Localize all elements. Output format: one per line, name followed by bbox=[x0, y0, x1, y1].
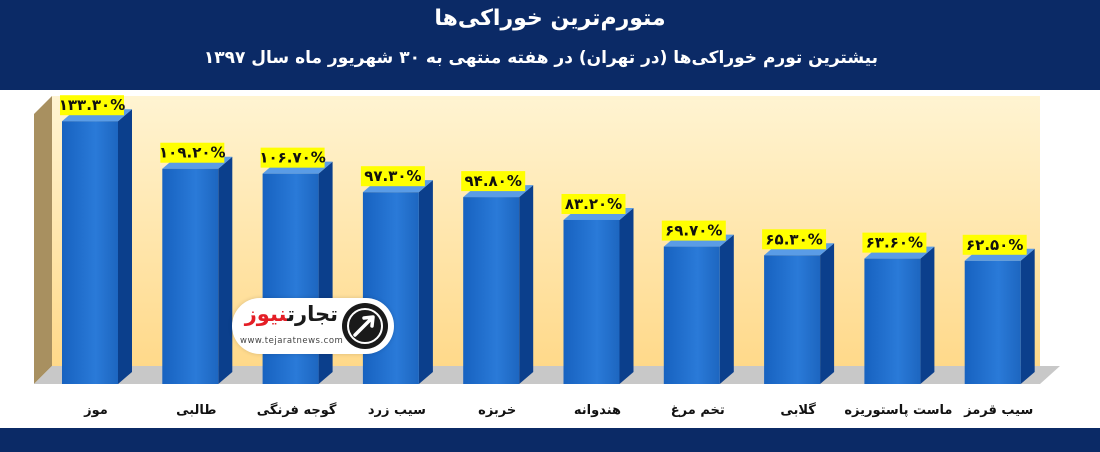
data-label-bg bbox=[60, 95, 124, 116]
bar-side bbox=[820, 243, 835, 384]
data-label-bg bbox=[260, 147, 325, 168]
bar bbox=[663, 246, 720, 384]
logo-url: www.tejaratnews.com bbox=[240, 336, 344, 346]
bar bbox=[62, 121, 118, 385]
data-label: ۱۰۹.۲۰% bbox=[159, 144, 226, 162]
footer-bar bbox=[0, 428, 1100, 452]
logo-wordmark: تجارتنیوز bbox=[244, 302, 338, 326]
bar-side bbox=[1020, 248, 1035, 384]
chart-side-wall bbox=[34, 96, 52, 384]
bar bbox=[362, 192, 419, 384]
data-label-bg bbox=[360, 166, 425, 187]
category-label: ماست پاستوریزه bbox=[844, 403, 952, 418]
data-label-bg bbox=[461, 171, 526, 192]
bar bbox=[463, 197, 520, 384]
bar bbox=[964, 260, 1021, 384]
category-label: تخم مرغ bbox=[671, 403, 725, 418]
data-label-bg bbox=[561, 193, 626, 214]
data-label-bg bbox=[160, 142, 225, 163]
category-label: خربزه bbox=[478, 403, 516, 418]
bar bbox=[162, 168, 219, 384]
bar bbox=[764, 255, 821, 384]
category-label: هندوانه bbox=[574, 403, 621, 418]
data-label-bg bbox=[762, 229, 827, 250]
bar bbox=[864, 258, 921, 384]
category-label: گوجه فرنگی bbox=[257, 402, 337, 418]
tejarat-news-logo: تجارتنیوز www.tejaratnews.com bbox=[232, 298, 394, 354]
bar-chart: ۱۳۳.۳۰% موز ۱۰۹.۲۰% طالبی ۱۰۶.۷۰% گوجه فرنگی ۹… bbox=[34, 95, 1060, 418]
data-label: ۶۵.۳۰% bbox=[765, 230, 822, 248]
category-label: سیب زرد bbox=[368, 403, 426, 418]
data-label: ۹۷.۳۰% bbox=[364, 167, 421, 185]
data-label: ۶۹.۷۰% bbox=[665, 222, 722, 240]
data-label: ۱۳۳.۳۰% bbox=[59, 96, 126, 114]
bar-side bbox=[920, 246, 935, 384]
bar-side bbox=[218, 156, 233, 384]
category-label: گلابی bbox=[780, 402, 816, 418]
logo-emblem bbox=[342, 303, 388, 349]
data-label: ۶۲.۵۰% bbox=[966, 236, 1023, 254]
bar-side bbox=[118, 109, 132, 385]
data-label-bg bbox=[962, 234, 1027, 255]
chart-subtitle: بیشترین تورم خوراکی‌ها (در تهران) در هفت… bbox=[203, 48, 878, 68]
category-label: سیب قرمز bbox=[963, 403, 1033, 418]
chart-header: متورم‌ترین خوراکی‌ها بیشترین تورم خوراکی… bbox=[0, 0, 1100, 90]
data-label: ۹۴.۸۰% bbox=[465, 172, 522, 190]
bar-side bbox=[719, 234, 734, 384]
bar bbox=[563, 219, 620, 384]
data-label: ۶۳.۶۰% bbox=[866, 234, 923, 252]
data-label-bg bbox=[661, 220, 726, 241]
data-label: ۱۰۶.۷۰% bbox=[259, 149, 326, 167]
chart-title: متورم‌ترین خوراکی‌ها bbox=[434, 6, 666, 31]
bar-side bbox=[418, 180, 433, 384]
data-label-bg bbox=[862, 232, 927, 253]
bar-side bbox=[619, 207, 634, 384]
data-label: ۸۳.۲۰% bbox=[565, 195, 622, 213]
category-label: طالبی bbox=[176, 403, 216, 418]
bar-side bbox=[519, 185, 534, 384]
category-label: موز bbox=[83, 403, 108, 418]
